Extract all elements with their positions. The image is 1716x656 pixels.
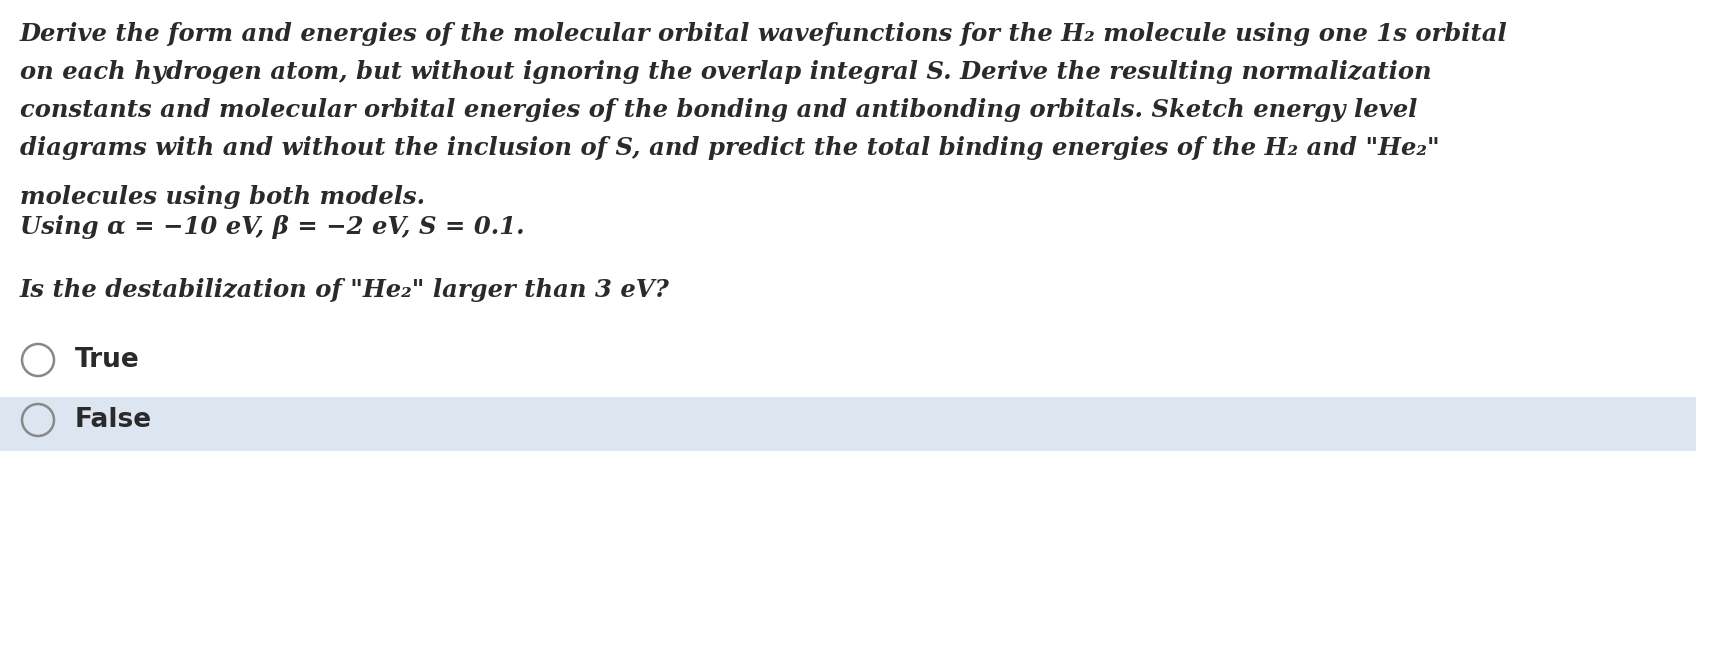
Text: on each hydrogen atom, but without ignoring the overlap integral S. Derive the r: on each hydrogen atom, but without ignor… bbox=[21, 60, 1431, 84]
Text: constants and molecular orbital energies of the bonding and antibonding orbitals: constants and molecular orbital energies… bbox=[21, 98, 1417, 122]
Text: False: False bbox=[76, 407, 153, 433]
Text: Is the destabilization of "He₂" larger than 3 eV?: Is the destabilization of "He₂" larger t… bbox=[21, 278, 669, 302]
Text: True: True bbox=[76, 347, 139, 373]
Text: Derive the form and energies of the molecular orbital wavefunctions for the H₂ m: Derive the form and energies of the mole… bbox=[21, 22, 1508, 46]
Text: Using α = −10 eV, β = −2 eV, S = 0.1.: Using α = −10 eV, β = −2 eV, S = 0.1. bbox=[21, 215, 525, 239]
Bar bbox=[0, 397, 1695, 451]
Text: molecules using both models.: molecules using both models. bbox=[21, 185, 426, 209]
Text: diagrams with and without the inclusion of S, and predict the total binding ener: diagrams with and without the inclusion … bbox=[21, 136, 1440, 160]
